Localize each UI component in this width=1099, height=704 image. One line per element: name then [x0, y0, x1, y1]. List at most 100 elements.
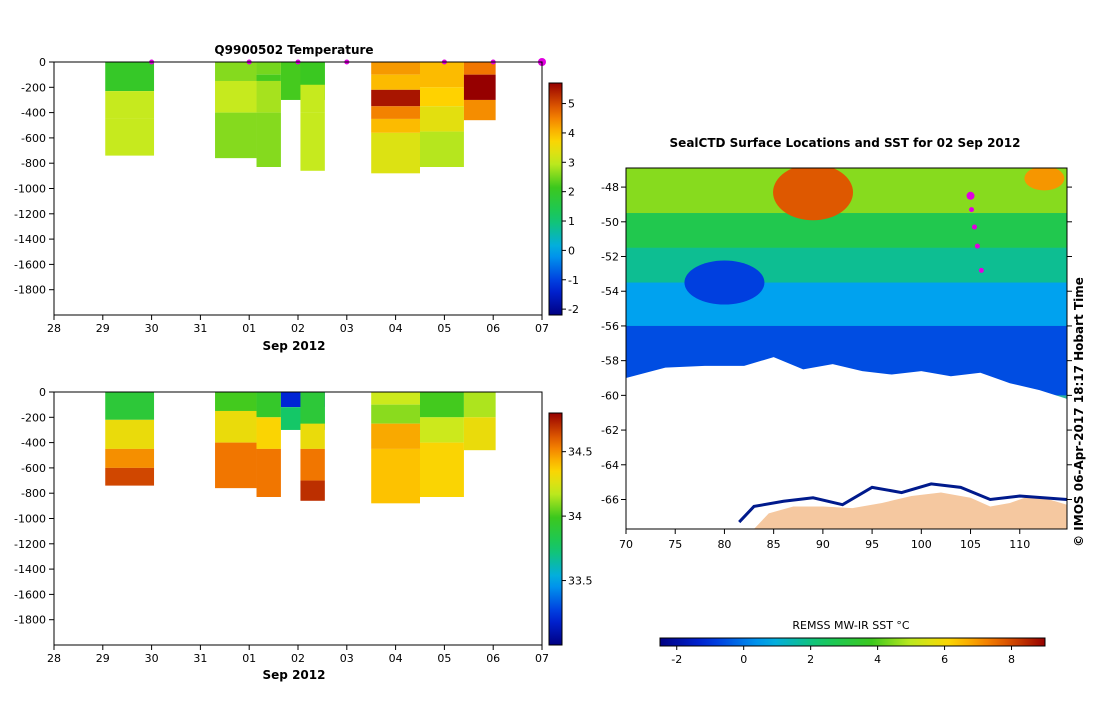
seal-location: [969, 207, 975, 213]
y-tick-label: -1800: [14, 284, 46, 297]
seal-location: [974, 243, 980, 249]
temp-colorbar: 5 4 3 2 1 0 -1 -2: [548, 82, 579, 316]
map-x-tick-label: 70: [619, 538, 633, 551]
profile-cell: [300, 392, 325, 424]
temp-axes: 28 29 30 31 01 02 03 04 05 06 07 0 -200 -400 -600 -800 -…: [14, 56, 549, 335]
profile-cell: [215, 442, 257, 489]
profile-cell: [420, 392, 464, 418]
map-y-tick-label: -50: [601, 216, 619, 229]
colorbar-tick-label: 34.5: [568, 446, 593, 459]
profile-cell: [371, 392, 420, 405]
colorbar-tick-label: -2: [568, 303, 579, 316]
profile-cell: [215, 410, 257, 443]
profile-cell: [105, 419, 155, 449]
y-tick-label: -1200: [14, 208, 46, 221]
profile-cell: [371, 89, 420, 107]
salinity-colorbar: 34.5 34 33.5: [548, 412, 593, 646]
y-tick-label: -1400: [14, 233, 46, 246]
colorbar-tick-label: 33.5: [568, 575, 593, 588]
profile-cell: [256, 80, 281, 113]
profile-cell: [300, 112, 325, 171]
map-colorbar-gradient: [659, 637, 1046, 647]
profile-cell: [463, 62, 496, 75]
map-y-tick-label: -54: [601, 285, 619, 298]
colorbar-tick-label: 5: [568, 98, 575, 111]
profile-cell: [215, 112, 257, 159]
y-tick-label: -1400: [14, 563, 46, 576]
y-tick-label: -1600: [14, 258, 46, 271]
y-tick-label: -600: [21, 132, 46, 145]
profile-cell: [215, 62, 257, 81]
map-colorbar: -2 0 2 4 6 8: [659, 637, 1046, 666]
x-tick-label: 07: [535, 652, 549, 665]
profile-cell: [420, 62, 464, 88]
ice-edge-line: [738, 482, 1067, 524]
sst-band: [626, 213, 1067, 248]
profile-cell: [371, 132, 420, 174]
x-tick-label: 30: [145, 322, 159, 335]
y-tick-label: -1000: [14, 513, 46, 526]
profile-cell: [463, 99, 496, 121]
profile-cell: [300, 448, 325, 481]
map-y-tick-label: -58: [601, 355, 619, 368]
map-y-tick-label: -64: [601, 459, 619, 472]
map-colorbar-label: REMSS MW-IR SST °C: [792, 619, 910, 632]
sst-map: [626, 168, 1067, 529]
colorbar-gradient: [548, 412, 563, 646]
map-y-tick-label: -52: [601, 251, 619, 264]
colorbar-tick-label: 0: [568, 244, 575, 257]
y-tick-label: -200: [21, 411, 46, 424]
map-y-tick-label: -60: [601, 389, 619, 402]
y-tick-label: -400: [21, 107, 46, 120]
temp-x-label: Sep 2012: [263, 339, 326, 353]
y-tick-label: -800: [21, 157, 46, 170]
x-tick-label: 31: [193, 652, 207, 665]
x-tick-label: 01: [242, 322, 256, 335]
colorbar-tick-label: -1: [568, 274, 579, 287]
map-y-tick-label: -56: [601, 320, 619, 333]
map-x-tick-label: 85: [767, 538, 781, 551]
x-tick-label: 02: [291, 322, 305, 335]
profile-cell: [105, 91, 155, 119]
profile-cell: [300, 62, 325, 85]
x-tick-label: 28: [47, 322, 61, 335]
y-tick-label: -200: [21, 81, 46, 94]
x-tick-label: 31: [193, 322, 207, 335]
x-tick-label: 06: [486, 652, 500, 665]
x-tick-label: 07: [535, 322, 549, 335]
warm-patch: [1024, 168, 1065, 191]
profile-cell: [371, 62, 420, 75]
map-x-tick-label: 90: [816, 538, 830, 551]
temp-profile-cells: [105, 62, 496, 174]
profile-cell: [256, 62, 281, 75]
map-y-tick-label: -66: [601, 493, 619, 506]
y-tick-label: -1800: [14, 614, 46, 627]
profile-cell: [300, 84, 325, 113]
map-x-tick-label: 75: [668, 538, 682, 551]
y-tick-label: -1000: [14, 183, 46, 196]
map-colorbar-tick-label: 0: [740, 653, 747, 666]
cold-patch: [684, 260, 765, 305]
salinity-profile-cells: [105, 392, 496, 504]
colorbar-tick-label: 3: [568, 156, 575, 169]
profile-cell: [215, 392, 257, 411]
x-tick-label: 03: [340, 652, 354, 665]
x-tick-label: 01: [242, 652, 256, 665]
profile-cell: [256, 392, 281, 418]
profile-cell: [105, 118, 155, 156]
map-x-tick-label: 100: [911, 538, 932, 551]
seal-location: [978, 267, 984, 273]
x-tick-label: 28: [47, 652, 61, 665]
map-colorbar-tick-label: 8: [1008, 653, 1015, 666]
y-tick-label: -800: [21, 487, 46, 500]
colorbar-tick-label: 1: [568, 215, 575, 228]
y-tick-label: -1600: [14, 588, 46, 601]
map-x-tick-label: 95: [865, 538, 879, 551]
colorbar-tick-label: 2: [568, 186, 575, 199]
profile-cell: [371, 106, 420, 119]
y-tick-label: -600: [21, 462, 46, 475]
seal-location: [971, 224, 977, 230]
profile-cell: [256, 417, 281, 449]
